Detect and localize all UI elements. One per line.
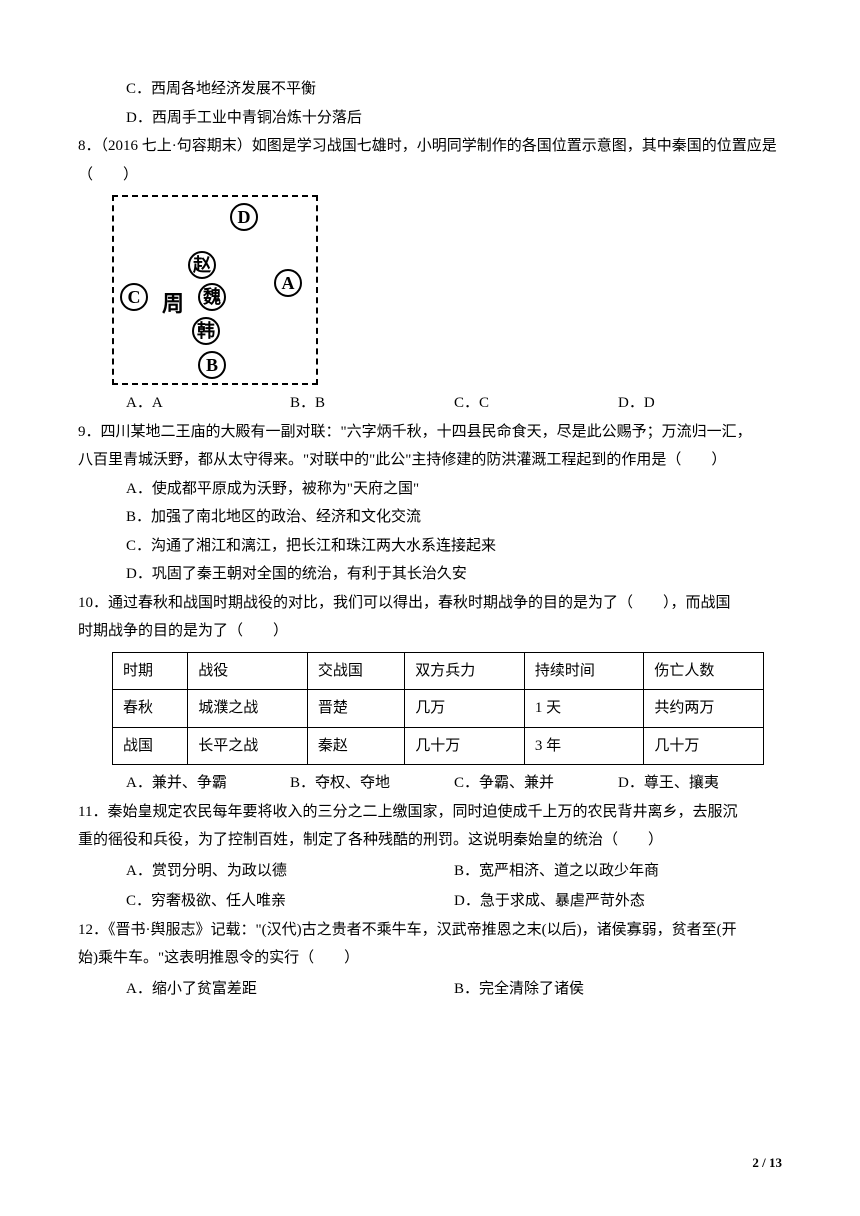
- th-battle: 战役: [188, 652, 308, 690]
- q12-option-a: A．缩小了贫富差距: [126, 975, 454, 1004]
- th-forces: 双方兵力: [405, 652, 525, 690]
- q8-options: A．A B．B C．C D．D: [78, 389, 782, 418]
- table-row: 战国 长平之战 秦赵 几十万 3 年 几十万: [113, 727, 764, 765]
- q11-options-row2: C．穷奢极欲、任人唯亲 D．急于求成、暴虐严苛外态: [78, 887, 782, 916]
- q8-stem: 8．（2016 七上·句容期末）如图是学习战国七雄时，小明同学制作的各国位置示意…: [78, 132, 782, 189]
- q7-option-c: C．西周各地经济发展不平衡: [78, 75, 782, 104]
- diagram-node-zhao: 赵: [188, 251, 216, 279]
- q11-stem-line2: 重的徭役和兵役，为了控制百姓，制定了各种残酷的刑罚。这说明秦始皇的统治（ ）: [78, 826, 782, 855]
- q11-option-d: D．急于求成、暴虐严苛外态: [454, 887, 782, 916]
- page-number: 2 / 13: [752, 1151, 782, 1176]
- q10-options: A．兼并、争霸 B．夺权、夺地 C．争霸、兼并 D．尊王、攘夷: [78, 769, 782, 798]
- q11-options-row1: A．赏罚分明、为政以德 B．宽严相济、道之以政少年商: [78, 857, 782, 886]
- table-row: 春秋 城濮之战 晋楚 几万 1 天 共约两万: [113, 690, 764, 728]
- q10-option-c: C．争霸、兼并: [454, 769, 618, 798]
- q11-stem-line1: 11．秦始皇规定农民每年要将收入的三分之二上缴国家，同时迫使成千上万的农民背井离…: [78, 798, 782, 827]
- diagram-node-a: A: [274, 269, 302, 297]
- q10-option-d: D．尊王、攘夷: [618, 769, 782, 798]
- q8-diagram: D 赵 A C 周 魏 韩 B: [112, 195, 318, 385]
- q10-option-b: B．夺权、夺地: [290, 769, 454, 798]
- diagram-node-c: C: [120, 283, 148, 311]
- q12-options-row1: A．缩小了贫富差距 B．完全清除了诸侯: [78, 975, 782, 1004]
- diagram-node-wei: 魏: [198, 283, 226, 311]
- q8-option-c: C．C: [454, 389, 618, 418]
- q12-option-b: B．完全清除了诸侯: [454, 975, 782, 1004]
- q10-stem-line2: 时期战争的目的是为了（ ）: [78, 617, 782, 646]
- q12-stem-line2: 始)乘牛车。"这表明推恩令的实行（ ）: [78, 944, 782, 973]
- th-states: 交战国: [307, 652, 404, 690]
- q11-option-a: A．赏罚分明、为政以德: [126, 857, 454, 886]
- diagram-node-d: D: [230, 203, 258, 231]
- q9-option-b: B．加强了南北地区的政治、经济和文化交流: [78, 503, 782, 532]
- q8-option-a: A．A: [126, 389, 290, 418]
- q9-stem-line1: 9．四川某地二王庙的大殿有一副对联："六字炳千秋，十四县民命食天，尽是此公赐予；…: [78, 418, 782, 447]
- q8-option-b: B．B: [290, 389, 454, 418]
- th-casualties: 伤亡人数: [644, 652, 764, 690]
- th-duration: 持续时间: [524, 652, 644, 690]
- q11-option-c: C．穷奢极欲、任人唯亲: [126, 887, 454, 916]
- q9-option-c: C．沟通了湘江和漓江，把长江和珠江两大水系连接起来: [78, 532, 782, 561]
- diagram-node-b: B: [198, 351, 226, 379]
- diagram-node-zhou: 周: [162, 283, 184, 325]
- q10-stem-line1: 10．通过春秋和战国时期战役的对比，我们可以得出，春秋时期战争的目的是为了（ ）…: [78, 589, 782, 618]
- diagram-node-han: 韩: [192, 317, 220, 345]
- q9-option-a: A．使成都平原成为沃野，被称为"天府之国": [78, 475, 782, 504]
- q12-stem-line1: 12．《晋书·舆服志》记载："(汉代)古之贵者不乘牛车，汉武帝推恩之末(以后)，…: [78, 916, 782, 945]
- q10-option-a: A．兼并、争霸: [126, 769, 290, 798]
- th-period: 时期: [113, 652, 188, 690]
- q7-option-d: D．西周手工业中青铜冶炼十分落后: [78, 104, 782, 133]
- q9-stem-line2: 八百里青城沃野，都从太守得来。"对联中的"此公"主持修建的防洪灌溉工程起到的作用…: [78, 446, 782, 475]
- q10-table: 时期 战役 交战国 双方兵力 持续时间 伤亡人数 春秋 城濮之战 晋楚 几万 1…: [112, 652, 764, 766]
- q9-option-d: D．巩固了秦王朝对全国的统治，有利于其长治久安: [78, 560, 782, 589]
- q8-option-d: D．D: [618, 389, 782, 418]
- table-header-row: 时期 战役 交战国 双方兵力 持续时间 伤亡人数: [113, 652, 764, 690]
- q11-option-b: B．宽严相济、道之以政少年商: [454, 857, 782, 886]
